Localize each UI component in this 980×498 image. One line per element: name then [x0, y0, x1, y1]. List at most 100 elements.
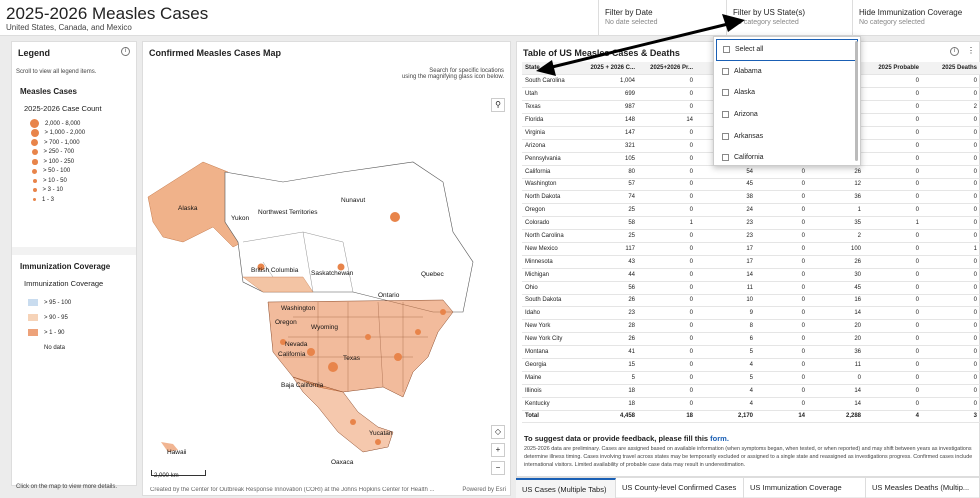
map-label: California	[278, 351, 306, 358]
table-row[interactable]: Montana 41 0 5 0 36 0 0	[522, 345, 980, 359]
zoom-in-icon[interactable]: +	[491, 443, 505, 457]
case-bubble[interactable]	[257, 263, 265, 271]
value-cell: 0	[864, 165, 922, 179]
table-row[interactable]: South Dakota 26 0 10 0 16 0 0	[522, 294, 980, 308]
option-alaska[interactable]: Alaska	[714, 82, 860, 104]
compass-icon[interactable]: ◇	[491, 425, 505, 439]
value-cell: 0	[864, 126, 922, 140]
table-row[interactable]: Illinois 18 0 4 0 14 0 0	[522, 384, 980, 398]
case-bubble[interactable]	[390, 212, 400, 222]
map-label: Northwest Territories	[258, 209, 318, 216]
tab-county-cases[interactable]: US County-level Confirmed Cases	[616, 478, 744, 498]
map-label: Oaxaca	[331, 459, 354, 466]
esri-credit[interactable]: Powered by Esri	[462, 487, 506, 493]
checkbox-icon[interactable]	[722, 111, 729, 119]
value-cell: 41	[579, 345, 638, 359]
filter-state-label: Filter by US State(s)	[733, 8, 806, 17]
value-cell: 0	[864, 178, 922, 192]
table-row[interactable]: New York City 26 0 6 0 20 0 0	[522, 332, 980, 347]
table-row[interactable]: Idaho 23 0 9 0 14 0 0	[522, 306, 980, 321]
state-cell: Maine	[522, 371, 579, 385]
value-cell: 0	[638, 87, 696, 102]
checkbox-icon[interactable]	[722, 154, 729, 162]
case-bubble[interactable]	[337, 263, 345, 271]
value-cell: 0	[864, 281, 922, 295]
option-arkansas[interactable]: Arkansas	[714, 125, 860, 147]
tab-immunization[interactable]: US Immunization Coverage	[744, 478, 866, 498]
case-bubble[interactable]	[350, 419, 356, 425]
legend-item: > 1 - 90	[28, 325, 71, 340]
table-row[interactable]: Minnesota 43 0 17 0 26 0 0	[522, 255, 980, 269]
case-bubble[interactable]	[307, 348, 315, 356]
column-header[interactable]: 2025 Deaths	[922, 62, 980, 76]
value-cell: 10	[696, 294, 756, 308]
table-row[interactable]: Colorado 58 1 23 0 35 1 0	[522, 216, 980, 231]
table-row[interactable]: New York 28 0 8 0 20 0 0	[522, 319, 980, 334]
checkbox-icon[interactable]	[722, 67, 729, 75]
state-cell: North Dakota	[522, 190, 579, 205]
table-row[interactable]: North Dakota 74 0 38 0 36 0 0	[522, 190, 980, 205]
value-cell: 0	[864, 358, 922, 372]
table-row[interactable]: Georgia 15 0 4 0 11 0 0	[522, 358, 980, 372]
feedback-form-link[interactable]: form.	[710, 434, 729, 443]
checkbox-icon[interactable]	[723, 46, 730, 54]
dropdown-scrollbar[interactable]	[855, 41, 858, 161]
table-row[interactable]: Ohio 56 0 11 0 45 0 0	[522, 281, 980, 295]
zoom-out-icon[interactable]: −	[491, 461, 505, 475]
search-icon[interactable]: ⚲	[491, 98, 505, 112]
info-icon[interactable]: i	[121, 47, 130, 56]
case-bubble[interactable]	[440, 309, 446, 315]
value-cell: 44	[579, 268, 638, 282]
option-alabama[interactable]: Alabama	[714, 61, 860, 83]
state-dropdown[interactable]: Select all Alabama Alaska Arizona Arkans…	[713, 36, 861, 166]
case-bubble[interactable]	[415, 329, 421, 335]
legend-item: > 1,000 - 2,000	[30, 129, 85, 139]
filter-date[interactable]: Filter by Date No date selected	[598, 0, 726, 36]
legend-item: > 90 - 95	[28, 310, 71, 325]
value-cell: 147	[579, 126, 638, 140]
table-row[interactable]: California 80 0 54 0 26 0 0	[522, 165, 980, 179]
case-bubble[interactable]	[328, 362, 338, 372]
value-cell: 1	[922, 242, 980, 256]
table-row[interactable]: North Carolina 25 0 23 0 2 0 0	[522, 229, 980, 243]
case-bubble[interactable]	[375, 439, 381, 445]
table-row[interactable]: Michigan 44 0 14 0 30 0 0	[522, 268, 980, 282]
filter-date-label: Filter by Date	[605, 8, 653, 17]
value-cell: 0	[638, 255, 696, 269]
value-cell: 0	[756, 165, 808, 179]
value-cell: 74	[579, 190, 638, 205]
info-icon[interactable]: i	[950, 47, 959, 56]
table-row[interactable]: Washington 57 0 45 0 12 0 0	[522, 178, 980, 192]
circle-icon	[30, 129, 39, 138]
filter-immunization[interactable]: Hide Immunization Coverage No category s…	[852, 0, 980, 36]
column-header[interactable]: 2025+2026 Pr...	[638, 62, 696, 76]
value-cell: 0	[864, 152, 922, 166]
map-canvas[interactable]: Alaska Yukon Northwest Territories Nunav…	[143, 142, 510, 472]
value-cell: 0	[756, 358, 808, 372]
state-cell: North Carolina	[522, 229, 579, 243]
table-row[interactable]: Virginia 147 0 0 0	[522, 126, 980, 140]
tab-us-cases[interactable]: US Cases (Multiple Tabs)	[516, 478, 616, 498]
case-bubble[interactable]	[394, 353, 402, 361]
column-header[interactable]: 2025 Probable	[864, 62, 922, 76]
arrow-head-icon	[722, 14, 745, 32]
checkbox-icon[interactable]	[722, 89, 729, 97]
value-cell: 0	[756, 371, 808, 385]
table-row[interactable]: Utah 699 0 0 0	[522, 87, 980, 102]
option-california[interactable]: California	[714, 147, 860, 169]
option-arizona[interactable]: Arizona	[714, 104, 860, 126]
column-header[interactable]: 2025 + 2026 C...	[579, 62, 638, 76]
more-options-icon[interactable]: ⋮	[967, 46, 975, 55]
table-row[interactable]: Maine 5 0 5 0 0 0 0	[522, 371, 980, 385]
checkbox-icon[interactable]	[722, 132, 729, 140]
case-bubble[interactable]	[280, 339, 286, 345]
legend-scroll-hint: Scroll to view all legend items.	[16, 69, 97, 75]
table-row[interactable]: New Mexico 117 0 17 0 100 0 1	[522, 242, 980, 256]
map-title: Confirmed Measles Cases Map	[149, 48, 282, 58]
case-bubble[interactable]	[365, 334, 371, 340]
table-row[interactable]: Kentucky 18 0 4 0 14 0 0	[522, 397, 980, 411]
table-row[interactable]: Oregon 25 0 24 0 1 0 0	[522, 203, 980, 218]
value-cell: 0	[864, 371, 922, 385]
value-cell: 0	[864, 113, 922, 127]
value-cell: 0	[756, 319, 808, 334]
